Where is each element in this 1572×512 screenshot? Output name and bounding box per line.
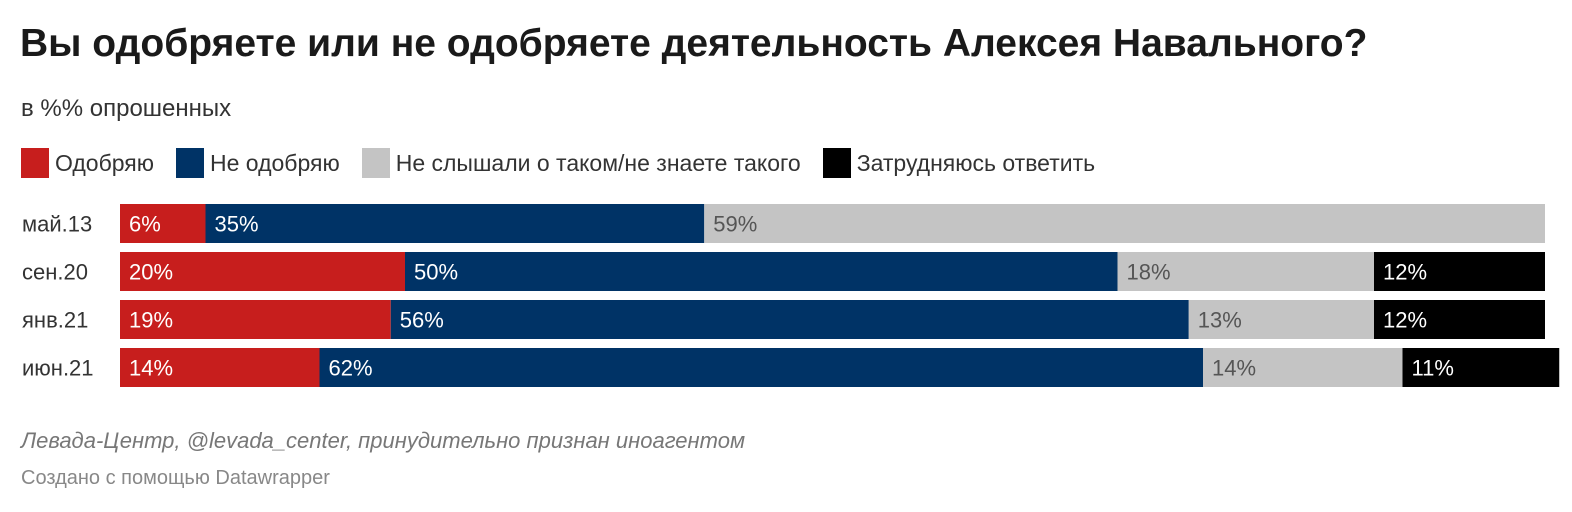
legend-label: Не слышали о таком/не знаете такого [395, 149, 801, 176]
chart-title: Вы одобряете или не одобряете деятельнос… [20, 22, 1368, 65]
bar-segment [1188, 300, 1374, 339]
data-label: 6% [129, 212, 161, 237]
bar-segment [1374, 300, 1545, 339]
data-label: 12% [1383, 308, 1427, 333]
category-label: янв.21 [22, 308, 88, 333]
legend-item-hard-to-say: Затрудняюсь ответить [822, 148, 1096, 178]
data-label: 20% [129, 260, 173, 285]
legend-label: Одобряю [55, 149, 155, 176]
category-label: июн.21 [22, 356, 94, 381]
data-label: 56% [400, 308, 444, 333]
data-label: 14% [1212, 356, 1256, 381]
bar-segment [1402, 348, 1560, 387]
legend-label: Затрудняюсь ответить [856, 149, 1096, 176]
bar-segment [405, 252, 1118, 291]
source-note: Левада-Центр, @levada_center, принудител… [21, 428, 746, 453]
stacked-bar-chart: май.13 6% 35% 59% сен.20 20% 50% 18% 12% янв.21 19… [22, 204, 1560, 387]
bar-segment [1117, 252, 1374, 291]
category-label: май.13 [22, 212, 92, 237]
bar-segment [319, 348, 1203, 387]
bar-segment [390, 300, 1189, 339]
data-label: 11% [1412, 356, 1454, 381]
legend-item-approve: Одобряю [21, 148, 154, 178]
bar-segment [120, 348, 320, 387]
data-label: 13% [1198, 308, 1242, 333]
data-label: 35% [215, 212, 259, 237]
bar-segment [205, 204, 705, 243]
legend-label: Не одобряю [210, 149, 340, 176]
bar-segment [1203, 348, 1403, 387]
data-label: 59% [713, 212, 757, 237]
data-label: 62% [329, 356, 373, 381]
legend-item-never-heard: Не слышали о таком/не знаете такого [361, 148, 801, 178]
bar-segment [704, 204, 1545, 243]
data-label: 12% [1383, 260, 1427, 285]
legend-swatch [21, 148, 49, 178]
legend-swatch [176, 148, 205, 178]
data-label: 14% [129, 356, 173, 381]
legend-swatch [822, 148, 851, 178]
data-label: 50% [414, 260, 458, 285]
bar-segment [120, 204, 206, 243]
legend-item-disapprove: Не одобряю [176, 148, 340, 178]
legend-swatch [361, 148, 390, 178]
bar-segment [120, 252, 405, 291]
bar-segment [1374, 252, 1545, 291]
chart-subtitle: в %% опрошенных [21, 95, 232, 122]
legend: Одобряю Не одобряю Не слышали о таком/не… [21, 148, 1117, 178]
category-label: сен.20 [22, 260, 88, 285]
bar-segment [120, 300, 391, 339]
data-label: 19% [129, 308, 173, 333]
credit-note: Создано с помощью Datawrapper [21, 467, 330, 489]
data-label: 18% [1127, 260, 1171, 285]
